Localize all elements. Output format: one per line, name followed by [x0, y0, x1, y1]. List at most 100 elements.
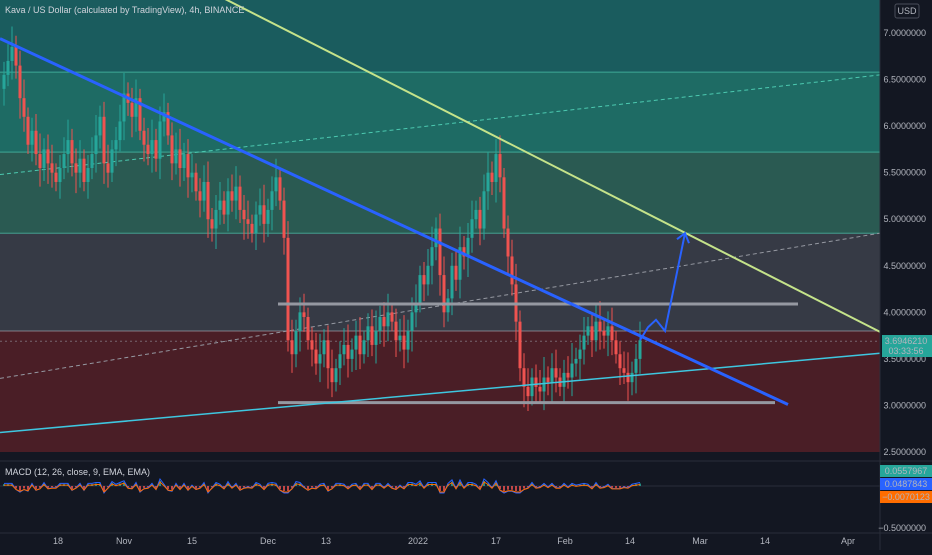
- macd-histogram-bar: [611, 486, 613, 488]
- macd-histogram-bar: [491, 486, 493, 488]
- macd-histogram-bar: [511, 486, 513, 490]
- macd-histogram-bar: [499, 486, 501, 490]
- candle-body: [582, 335, 586, 350]
- macd-histogram-bar: [311, 486, 313, 488]
- descending-blue-trendline[interactable]: [0, 37, 789, 406]
- candle-body: [218, 200, 222, 210]
- macd-histogram-bar: [131, 486, 133, 488]
- zone-band-top: [0, 0, 880, 73]
- macd-value-badge: [880, 478, 932, 490]
- candle-body: [466, 237, 470, 257]
- candle-body: [434, 228, 438, 248]
- candle-body: [266, 209, 270, 224]
- candle-body: [550, 368, 554, 383]
- candle-body: [498, 154, 502, 178]
- candle-body: [62, 154, 66, 169]
- candle-body: [278, 177, 282, 201]
- candle-body: [506, 228, 510, 257]
- x-tick-label: 14: [760, 536, 770, 546]
- macd-label: MACD (12, 26, close, 9, EMA, EMA): [5, 467, 150, 477]
- macd-histogram-bar: [71, 486, 73, 490]
- candle-body: [26, 116, 30, 145]
- candle-body: [538, 386, 542, 392]
- macd-histogram-bar: [535, 486, 537, 488]
- candle-body: [226, 191, 230, 215]
- macd-histogram-bar: [395, 486, 397, 489]
- macd-histogram-bar: [391, 486, 393, 488]
- macd-histogram-bar: [263, 486, 265, 489]
- candle-body: [166, 112, 170, 136]
- chart-header-title: Kava / US Dollar (calculated by TradingV…: [5, 5, 244, 15]
- macd-histogram-bar: [167, 486, 169, 490]
- zone-band-red: [0, 330, 880, 452]
- macd-histogram-bar: [187, 486, 189, 490]
- macd-histogram-bar: [523, 486, 525, 489]
- candle-body: [438, 228, 442, 276]
- dashed-channel-upper[interactable]: [0, 74, 881, 176]
- candle-body: [542, 377, 546, 392]
- currency-button[interactable]: [894, 3, 920, 19]
- candle-body: [158, 121, 162, 159]
- candle-body: [242, 209, 246, 220]
- candle-body: [238, 186, 242, 210]
- candle-body: [10, 46, 14, 61]
- candle-body: [66, 140, 70, 155]
- candle-body: [82, 158, 86, 182]
- price-scale[interactable]: [880, 0, 932, 550]
- candle-body: [86, 168, 90, 182]
- candle-body: [122, 93, 126, 122]
- macd-histogram-bar: [211, 486, 213, 488]
- macd-histogram-bar: [55, 486, 57, 488]
- candle-body: [574, 358, 578, 364]
- candle-body: [518, 321, 522, 369]
- y-tick-label: 5.0000000: [883, 214, 926, 224]
- candle-body: [286, 237, 290, 341]
- macd-histogram-bar: [127, 486, 129, 488]
- candle-body: [630, 372, 634, 383]
- rising-support-trendline[interactable]: [0, 352, 881, 434]
- macd-histogram-bar: [599, 486, 601, 488]
- candle-body: [98, 116, 102, 136]
- macd-histogram-bar: [19, 486, 21, 491]
- descending-resistance-trendline[interactable]: [215, 0, 881, 333]
- macd-histogram-bar: [383, 486, 385, 488]
- candle-body: [130, 102, 134, 117]
- macd-histogram-bar: [83, 486, 85, 490]
- candle-body: [342, 344, 346, 355]
- candle-body: [118, 121, 122, 141]
- candle-body: [46, 149, 50, 164]
- candle-body: [534, 377, 538, 387]
- candle-body: [38, 154, 42, 169]
- forecast-path[interactable]: [639, 232, 686, 341]
- candle-body: [366, 326, 370, 341]
- y-tick-label: 3.0000000: [883, 400, 926, 410]
- candle-body: [138, 98, 142, 131]
- macd-histogram-bar: [243, 486, 245, 488]
- candle-body: [202, 181, 206, 201]
- x-tick-label: 18: [53, 536, 63, 546]
- candle-body: [626, 372, 630, 383]
- candle-body: [462, 247, 466, 257]
- candle-body: [298, 312, 302, 331]
- candle-body: [358, 335, 362, 355]
- candle-body: [398, 335, 402, 341]
- candle-body: [634, 358, 638, 373]
- candle-body: [302, 312, 306, 317]
- y-tick-label: 6.0000000: [883, 121, 926, 131]
- macd-histogram-bar: [627, 486, 629, 488]
- y-tick-label: 3.5000000: [883, 354, 926, 364]
- macd-histogram-bar: [103, 486, 105, 491]
- macd-histogram-bar: [139, 486, 141, 491]
- candle-body: [274, 177, 278, 192]
- candle-body: [450, 265, 454, 299]
- macd-histogram-bar: [207, 486, 209, 491]
- candle-body: [414, 303, 418, 313]
- candle-body: [58, 168, 62, 182]
- candle-body: [610, 326, 614, 341]
- candle-body: [402, 335, 406, 350]
- candle-body: [602, 330, 606, 336]
- candle-body: [182, 154, 186, 169]
- y-tick-label: 2.5000000: [883, 447, 926, 457]
